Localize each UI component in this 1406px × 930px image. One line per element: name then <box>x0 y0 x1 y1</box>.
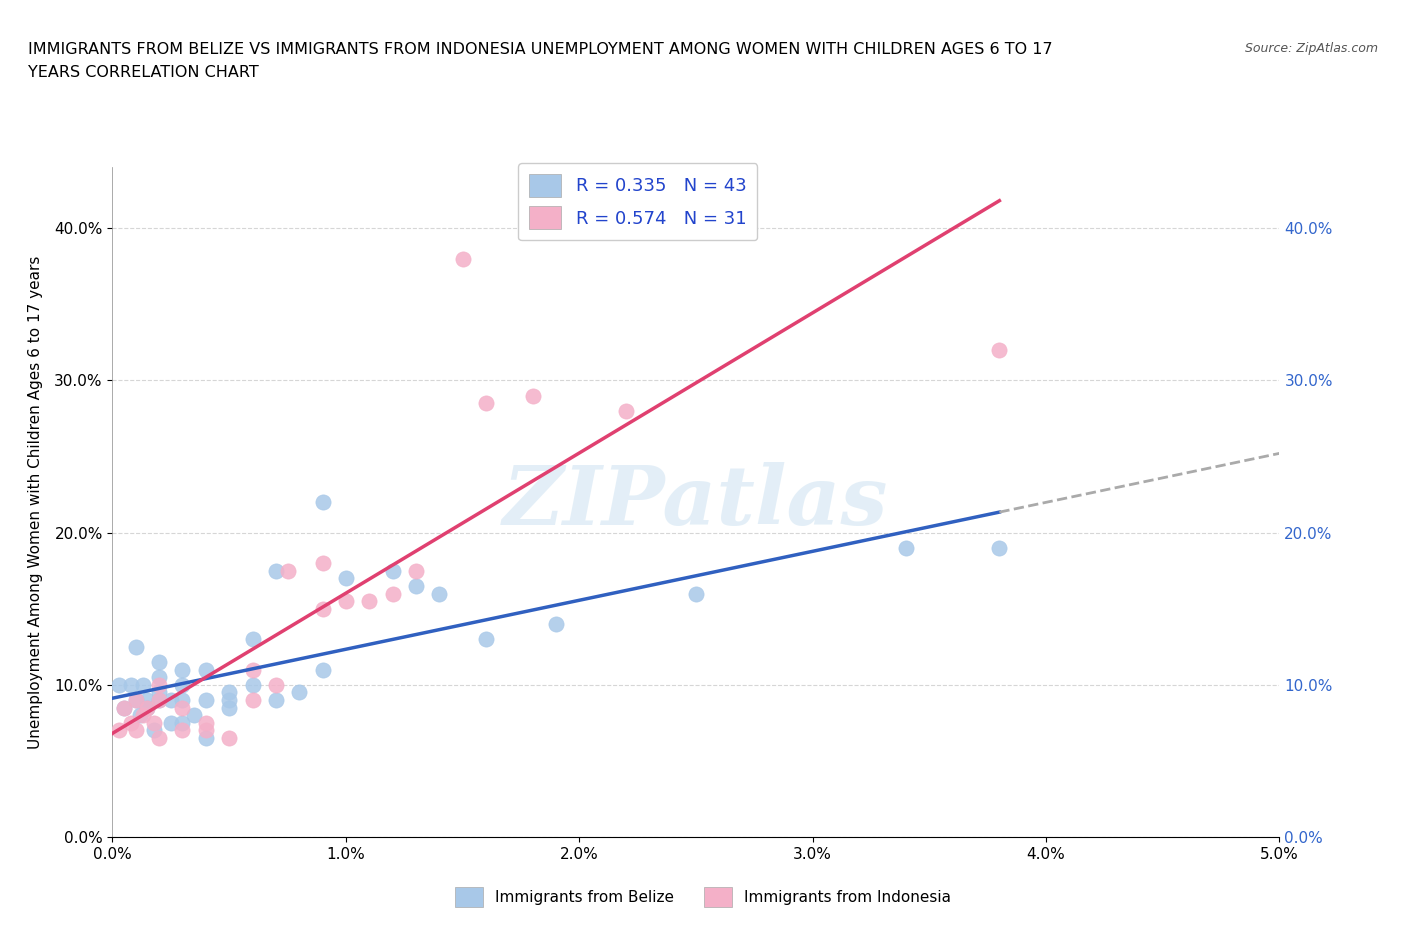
Point <box>194 723 217 737</box>
Point <box>405 578 427 593</box>
Point <box>381 564 404 578</box>
Point <box>276 564 298 578</box>
Text: YEARS CORRELATION CHART: YEARS CORRELATION CHART <box>28 65 259 80</box>
Text: IMMIGRANTS FROM BELIZE VS IMMIGRANTS FROM INDONESIA UNEMPLOYMENT AMONG WOMEN WIT: IMMIGRANTS FROM BELIZE VS IMMIGRANTS FRO… <box>28 42 1053 57</box>
Point <box>427 586 450 601</box>
Point <box>218 685 240 700</box>
Point <box>264 677 287 692</box>
Point <box>311 602 333 617</box>
Point <box>136 700 159 715</box>
Point <box>194 693 217 708</box>
Point <box>335 571 357 586</box>
Point <box>335 593 357 608</box>
Point <box>125 723 148 737</box>
Point <box>311 555 333 570</box>
Point <box>381 586 404 601</box>
Point <box>172 700 194 715</box>
Point <box>160 693 183 708</box>
Point <box>148 677 170 692</box>
Point <box>242 662 264 677</box>
Point <box>685 586 707 601</box>
Point <box>311 662 333 677</box>
Legend: R = 0.335   N = 43, R = 0.574   N = 31: R = 0.335 N = 43, R = 0.574 N = 31 <box>517 163 758 240</box>
Point <box>218 700 240 715</box>
Point <box>264 564 287 578</box>
Point <box>218 693 240 708</box>
Point <box>120 677 142 692</box>
Point <box>544 617 567 631</box>
Point <box>475 631 498 646</box>
Point <box>264 693 287 708</box>
Point <box>242 693 264 708</box>
Point <box>148 670 170 684</box>
Point <box>172 662 194 677</box>
Point <box>614 404 637 418</box>
Point <box>125 639 148 654</box>
Point <box>132 677 155 692</box>
Point <box>143 715 166 730</box>
Point <box>183 708 205 723</box>
Point <box>194 715 217 730</box>
Point <box>311 495 333 510</box>
Point <box>148 693 170 708</box>
Point <box>125 693 148 708</box>
Point <box>132 708 155 723</box>
Point <box>160 715 183 730</box>
Point <box>172 693 194 708</box>
Point <box>359 593 381 608</box>
Point <box>194 662 217 677</box>
Point <box>148 731 170 746</box>
Point <box>108 677 131 692</box>
Point <box>218 731 240 746</box>
Point <box>242 677 264 692</box>
Point <box>242 631 264 646</box>
Point <box>194 731 217 746</box>
Point <box>136 693 159 708</box>
Point <box>112 700 135 715</box>
Point <box>988 540 1011 555</box>
Point <box>120 715 142 730</box>
Text: ZIPatlas: ZIPatlas <box>503 462 889 542</box>
Point <box>405 564 427 578</box>
Point <box>288 685 311 700</box>
Point <box>148 685 170 700</box>
Legend: Immigrants from Belize, Immigrants from Indonesia: Immigrants from Belize, Immigrants from … <box>449 882 957 913</box>
Point <box>125 693 148 708</box>
Point <box>172 723 194 737</box>
Point <box>148 693 170 708</box>
Point <box>522 388 544 403</box>
Point <box>112 700 135 715</box>
Point <box>894 540 917 555</box>
Point <box>988 342 1011 357</box>
Point <box>129 708 152 723</box>
Text: Source: ZipAtlas.com: Source: ZipAtlas.com <box>1244 42 1378 55</box>
Point <box>172 715 194 730</box>
Point <box>143 723 166 737</box>
Point <box>108 723 131 737</box>
Point <box>475 396 498 411</box>
Point <box>451 251 474 266</box>
Point <box>172 677 194 692</box>
Point <box>148 655 170 670</box>
Y-axis label: Unemployment Among Women with Children Ages 6 to 17 years: Unemployment Among Women with Children A… <box>28 256 44 749</box>
Point <box>136 700 159 715</box>
